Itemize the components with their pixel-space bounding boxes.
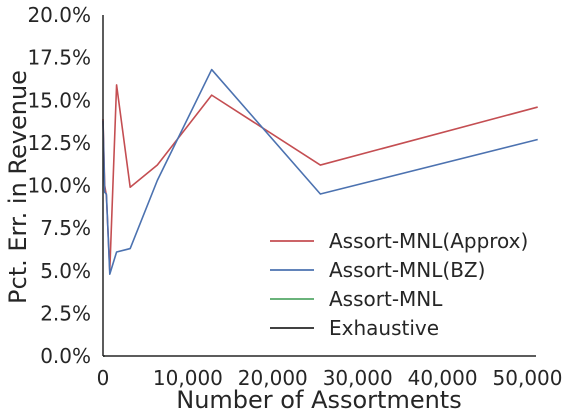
y-axis-label: Pct. Err. in Revenue (4, 70, 32, 304)
y-tick-label: 2.5% (40, 301, 91, 325)
y-tick-label: 7.5% (40, 216, 91, 240)
y-tick-label: 12.5% (27, 131, 91, 155)
y-tick-label: 17.5% (27, 46, 91, 70)
x-tick-label: 50,000 (493, 366, 563, 390)
x-tick-label: 10,000 (153, 366, 223, 390)
legend-label: Assort-MNL(BZ) (329, 258, 485, 282)
x-tick-label: 30,000 (323, 366, 393, 390)
x-tick-label: 0 (97, 366, 110, 390)
x-tick-labels: 0 10,000 20,000 30,000 40,000 50,000 (97, 366, 563, 390)
legend-label: Assort-MNL(Approx) (329, 229, 528, 253)
legend: Assort-MNL(Approx) Assort-MNL(BZ) Assort-M… (270, 229, 528, 340)
x-axis-label: Number of Assortments (176, 386, 461, 414)
series-line-assort-mnl-approx (102, 84, 538, 272)
legend-label: Assort-MNL (329, 287, 443, 311)
y-tick-label: 20.0% (27, 3, 91, 27)
legend-label: Exhaustive (329, 316, 439, 340)
y-tick-label: 10.0% (27, 174, 91, 198)
y-tick-label: 0.0% (40, 344, 91, 368)
y-tick-labels: 0.0% 2.5% 5.0% 7.5% 10.0% 12.5% 15.0% 17.5% 20.0… (27, 3, 91, 368)
x-tick-label: 40,000 (408, 366, 478, 390)
y-tick-label: 5.0% (40, 259, 91, 283)
plot-lines (102, 68, 538, 357)
series-line-assort-mnl-bz (102, 68, 538, 275)
y-tick-label: 15.0% (27, 88, 91, 112)
x-tick-label: 20,000 (238, 366, 308, 390)
